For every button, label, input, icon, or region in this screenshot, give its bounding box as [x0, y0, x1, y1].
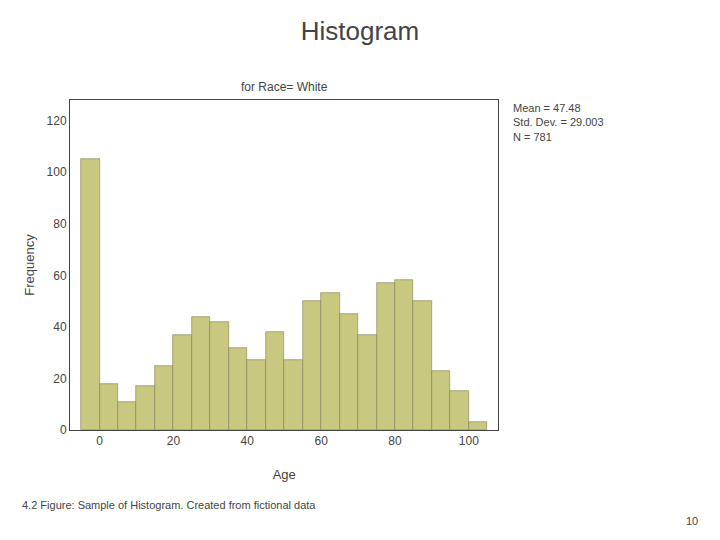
- svg-text:4.2 Figure: Sample of Histogra: 4.2 Figure: Sample of Histogram. Created…: [22, 499, 316, 511]
- svg-text:Frequency: Frequency: [22, 234, 37, 296]
- svg-text:Mean = 47.48Std. Dev. = 29.003: Mean = 47.48Std. Dev. = 29.003N = 781: [513, 102, 604, 143]
- svg-text:0: 0: [96, 434, 103, 448]
- svg-text:80: 80: [388, 434, 402, 448]
- svg-text:Age: Age: [273, 467, 296, 482]
- svg-text:60: 60: [314, 434, 328, 448]
- svg-text:40: 40: [241, 434, 255, 448]
- svg-text:20: 20: [53, 372, 67, 386]
- svg-text:100: 100: [47, 165, 67, 179]
- svg-text:40: 40: [53, 320, 67, 334]
- svg-text:for Race= White: for Race= White: [241, 80, 328, 94]
- svg-text:80: 80: [53, 217, 67, 231]
- svg-text:10: 10: [686, 515, 698, 527]
- svg-text:100: 100: [459, 434, 479, 448]
- svg-text:0: 0: [60, 423, 67, 437]
- svg-text:60: 60: [53, 269, 67, 283]
- svg-text:120: 120: [47, 114, 67, 128]
- svg-text:Histogram: Histogram: [301, 16, 419, 46]
- svg-text:20: 20: [167, 434, 181, 448]
